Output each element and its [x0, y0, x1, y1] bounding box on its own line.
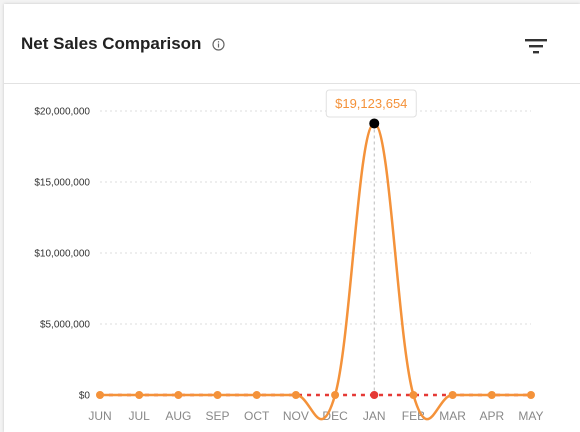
x-tick-label: JUN	[88, 409, 111, 423]
data-point-current[interactable]	[291, 391, 300, 399]
data-point-current[interactable]	[331, 391, 340, 399]
data-point-current[interactable]	[174, 391, 183, 399]
data-point-current[interactable]	[409, 391, 418, 399]
data-point-current[interactable]	[213, 391, 222, 399]
y-tick-label: $5,000,000	[40, 320, 90, 331]
data-point-current[interactable]	[526, 391, 535, 399]
card-header: Net Sales Comparison	[4, 4, 580, 84]
data-point-current[interactable]	[448, 391, 457, 399]
data-point-current[interactable]	[135, 391, 144, 399]
data-point-current[interactable]	[252, 391, 261, 399]
x-tick-label: MAY	[518, 409, 543, 423]
x-tick-label: MAR	[439, 409, 466, 423]
y-tick-label: $15,000,000	[34, 178, 90, 189]
x-tick-label: SEP	[206, 409, 230, 423]
data-point-current[interactable]	[487, 391, 496, 399]
series-line-current	[99, 122, 531, 421]
tooltip-value: $19,123,654	[335, 96, 407, 111]
card-title: Net Sales Comparison	[21, 34, 202, 53]
net-sales-card: Net Sales Comparison	[4, 4, 580, 432]
y-tick-label: $20,000,000	[34, 107, 90, 118]
x-tick-label: APR	[479, 409, 504, 423]
y-tick-label: $0	[79, 391, 91, 402]
data-point-current[interactable]	[96, 391, 104, 399]
filter-icon[interactable]	[524, 34, 548, 58]
data-points	[96, 118, 535, 399]
x-tick-label: NOV	[283, 409, 309, 423]
gridlines	[100, 110, 531, 325]
data-point-highlighted[interactable]	[369, 118, 380, 129]
x-axis: JUN JUL AUG SEP OCT NOV DEC JAN FEB MAR APR MAY	[88, 409, 543, 423]
data-point-previous[interactable]	[370, 391, 379, 399]
x-tick-label: JUL	[129, 409, 151, 423]
tooltip: $19,123,654	[325, 89, 417, 118]
x-tick-label: OCT	[244, 409, 270, 423]
x-tick-label: AUG	[165, 409, 191, 423]
y-tick-label: $10,000,000	[34, 249, 90, 260]
tooltip-box	[325, 89, 417, 118]
info-icon[interactable]	[212, 38, 225, 51]
y-axis: $0 $5,000,000 $10,000,000 $15,000,000 $20,00…	[34, 107, 90, 402]
x-tick-label: JAN	[363, 409, 386, 423]
